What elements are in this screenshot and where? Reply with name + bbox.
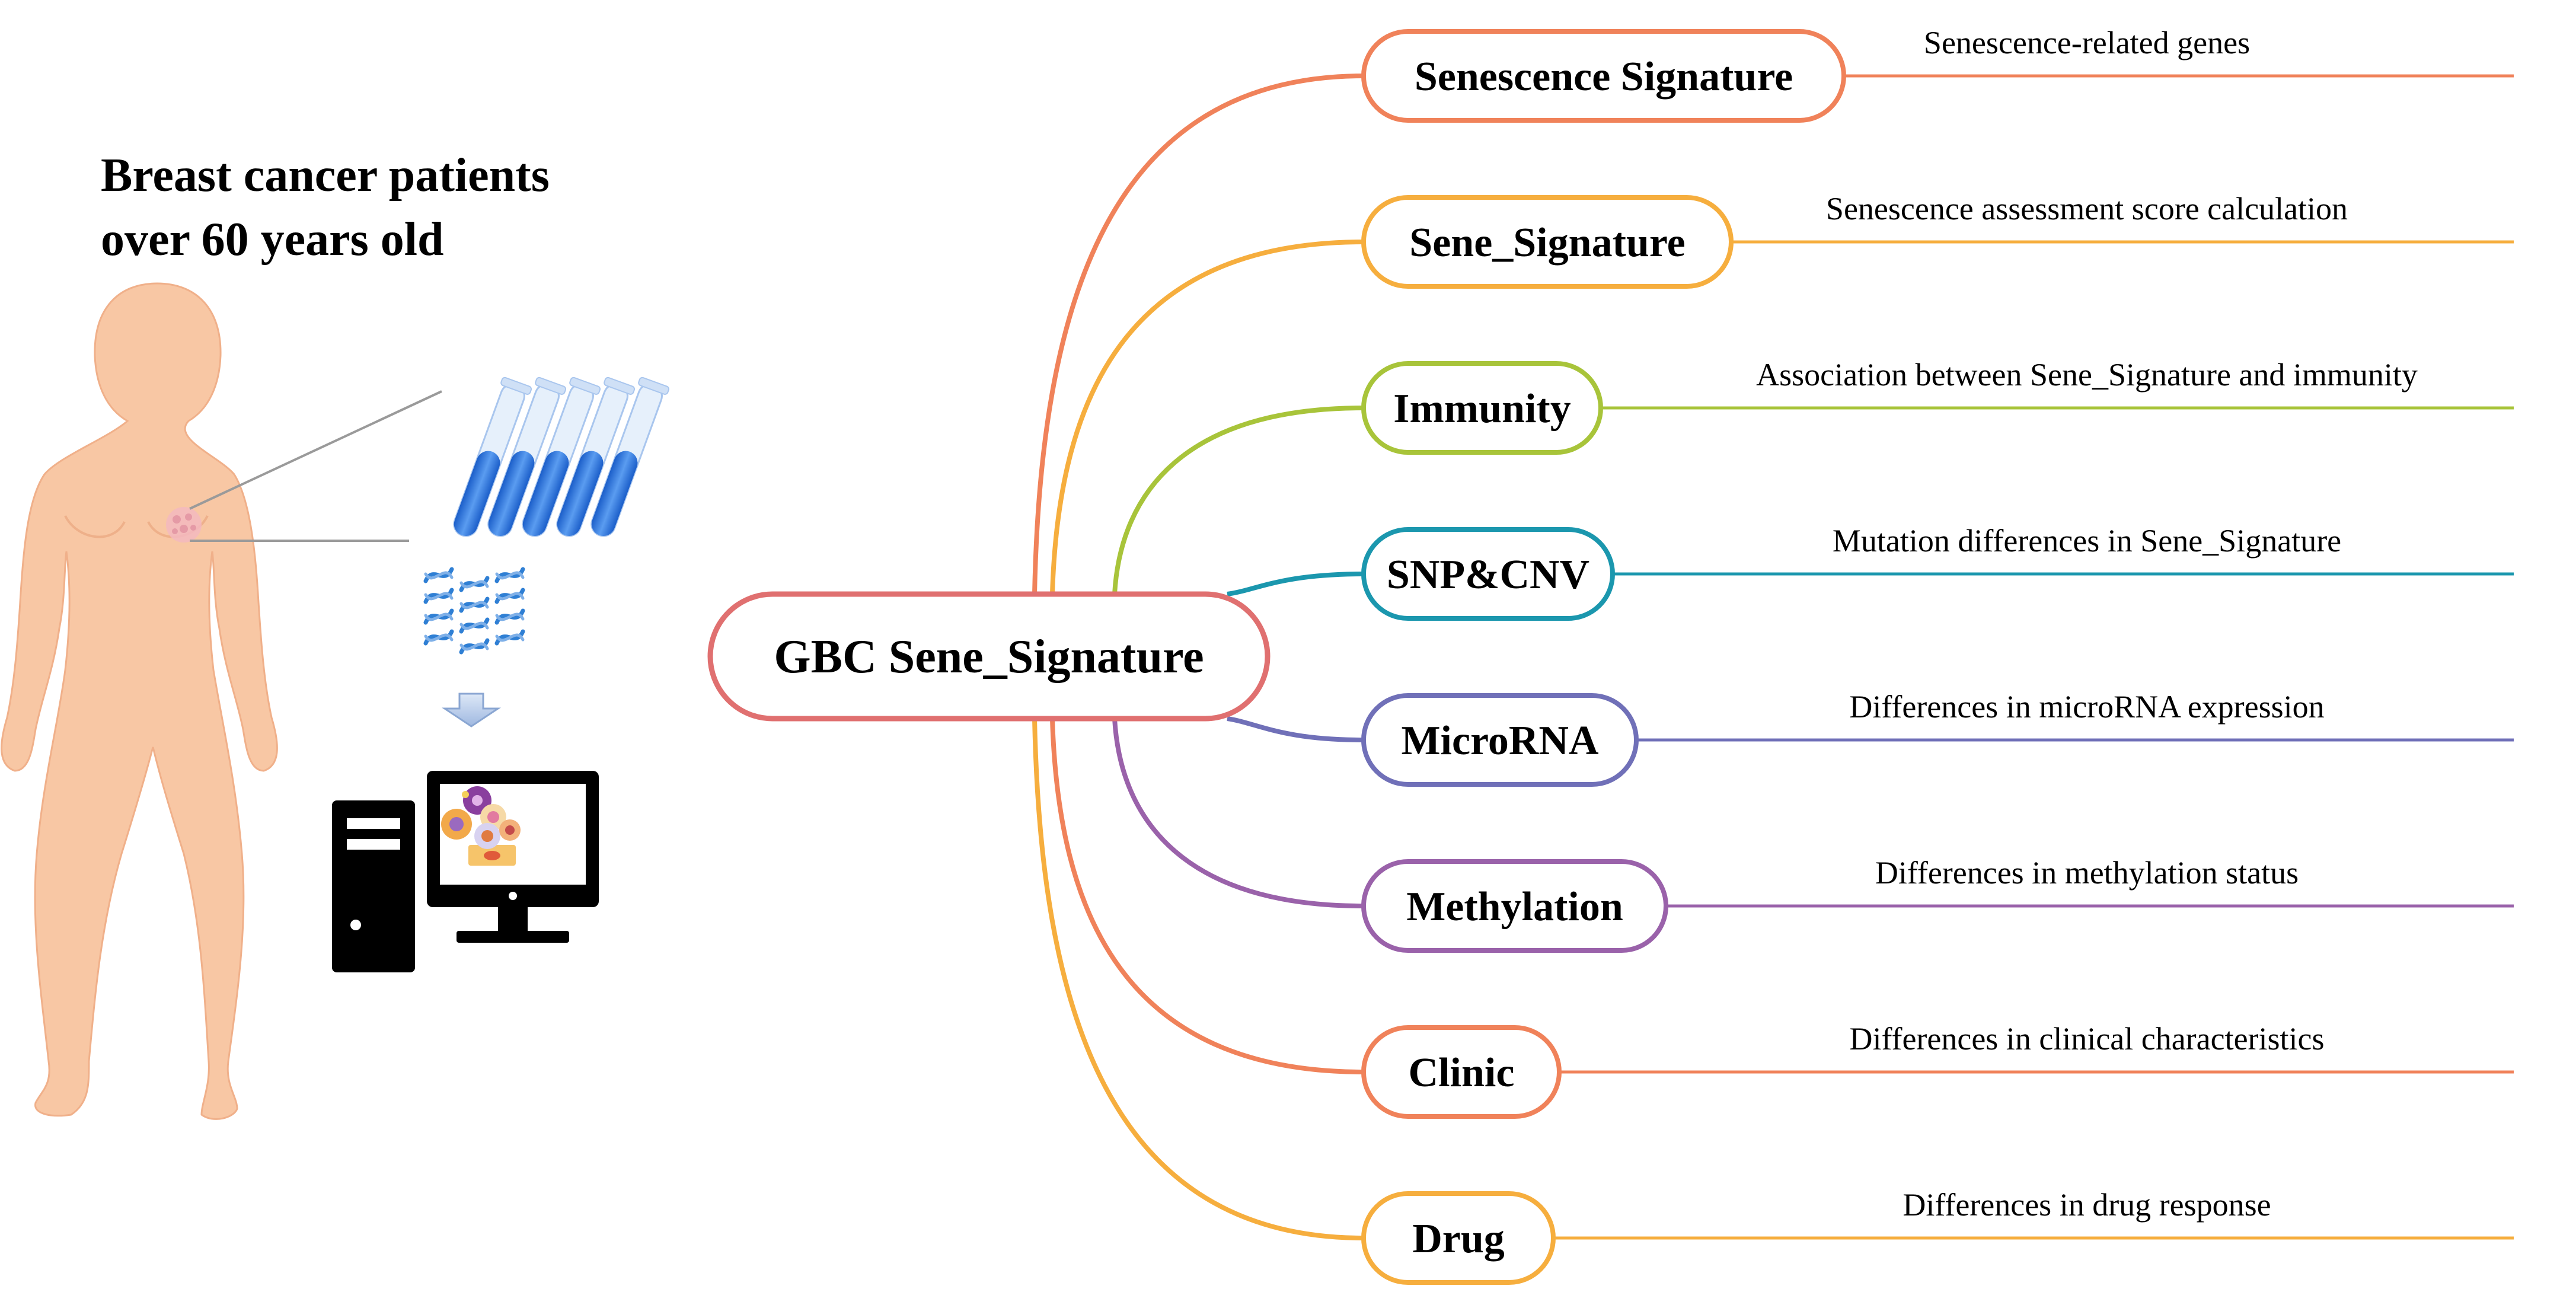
- zoom-lines: [189, 390, 442, 542]
- title: Breast cancer patients over 60 years old: [101, 149, 550, 266]
- branch-node-5: MicroRNA: [1361, 693, 1639, 787]
- computer-icon: [332, 771, 599, 972]
- branch-description: Differences in clinical characteristics: [1849, 1021, 2324, 1057]
- test-tube: [453, 377, 532, 537]
- branch-pill: [1361, 29, 1846, 123]
- down-arrow-icon: [442, 693, 501, 728]
- branch-label: SNP&CNV: [1387, 552, 1589, 598]
- branch-pill: [1361, 1191, 1556, 1285]
- branch-node-6: Methylation: [1361, 859, 1668, 953]
- tumor-spot: [166, 507, 202, 543]
- branch-node-4: SNP&CNV: [1361, 527, 1615, 621]
- title-line-1: Breast cancer patients: [101, 149, 550, 202]
- connector-2: [1050, 240, 1364, 595]
- branch-description: Senescence assessment score calculation: [1826, 191, 2348, 226]
- branch-pill: [1361, 195, 1734, 289]
- test-tube: [556, 377, 636, 537]
- branch-pill: [1361, 693, 1639, 787]
- connector-6: [1112, 718, 1364, 908]
- branch-pill: [1361, 527, 1615, 621]
- branch-label: Immunity: [1393, 386, 1571, 432]
- branch-description: Association between Sene_Signature and i…: [1756, 357, 2418, 393]
- test-tube: [487, 377, 567, 537]
- branch-node-2: Sene_Signature: [1361, 195, 1734, 289]
- test-tube: [522, 377, 601, 537]
- connector-8: [1032, 718, 1364, 1240]
- branch-description: Mutation differences in Sene_Signature: [1833, 523, 2341, 559]
- branch-label: Senescence Signature: [1415, 54, 1793, 100]
- branch-description: Senescence-related genes: [1924, 25, 2250, 60]
- connectors: [1032, 74, 1364, 1240]
- title-line-2: over 60 years old: [101, 213, 443, 266]
- leader-lines: Senescence-related genes Senescence asses…: [1553, 25, 2514, 1240]
- branch-node-1: Senescence Signature: [1361, 29, 1846, 123]
- branch-node-8: Drug: [1361, 1191, 1556, 1285]
- human-body-icon: [1, 282, 278, 1120]
- connector-5: [1227, 716, 1364, 742]
- test-tubes-icon: [453, 377, 670, 537]
- branch-nodes: Senescence Signature Sene_Signature Immuni…: [1361, 29, 1846, 1285]
- connector-4: [1227, 572, 1364, 596]
- branch-description: Differences in methylation status: [1875, 855, 2299, 891]
- center-label: GBC Sene_Signature: [774, 631, 1204, 683]
- branch-node-3: Immunity: [1361, 361, 1603, 455]
- branch-label: Sene_Signature: [1409, 220, 1685, 266]
- dna-strands-icon: [423, 567, 525, 655]
- connector-7: [1050, 718, 1364, 1074]
- test-tube: [590, 377, 670, 537]
- branch-pill: [1361, 859, 1668, 953]
- branch-pill: [1361, 1025, 1562, 1119]
- branch-label: Clinic: [1409, 1050, 1515, 1096]
- cells-icon: [441, 786, 521, 866]
- branch-label: MicroRNA: [1401, 718, 1598, 764]
- branch-label: Methylation: [1406, 884, 1623, 930]
- branch-description: Differences in drug response: [1903, 1187, 2271, 1223]
- branch-description: Differences in microRNA expression: [1849, 689, 2324, 725]
- connector-1: [1032, 74, 1364, 595]
- connector-3: [1112, 406, 1364, 595]
- center-node: GBC Sene_Signature: [707, 591, 1271, 722]
- branch-label: Drug: [1412, 1216, 1505, 1262]
- branch-pill: [1361, 361, 1603, 455]
- branch-node-7: Clinic: [1361, 1025, 1562, 1119]
